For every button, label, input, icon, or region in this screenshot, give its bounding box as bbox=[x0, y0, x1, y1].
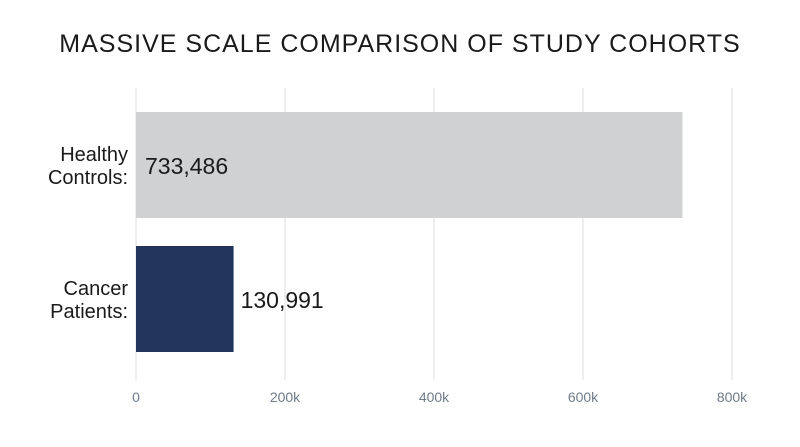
x-axis-ticks: 0 200k 400k 600k 800k bbox=[132, 389, 748, 405]
chart-title: MASSIVE SCALE COMPARISON OF STUDY COHORT… bbox=[59, 30, 741, 58]
data-label: 130,991 bbox=[241, 287, 324, 313]
x-tick-label: 800k bbox=[717, 389, 748, 405]
bar bbox=[136, 112, 683, 218]
data-labels: 733,486 130,991 bbox=[145, 153, 324, 313]
category-label: Controls: bbox=[48, 167, 128, 189]
x-tick-label: 200k bbox=[270, 389, 301, 405]
category-label: Patients: bbox=[50, 301, 128, 323]
data-label: 733,486 bbox=[145, 153, 228, 179]
bars bbox=[136, 112, 683, 352]
x-tick-label: 600k bbox=[568, 389, 599, 405]
category-label: Healthy bbox=[60, 144, 128, 166]
x-tick-label: 0 bbox=[132, 389, 140, 405]
bar bbox=[136, 246, 234, 352]
category-label: Cancer bbox=[64, 278, 129, 300]
x-tick-label: 400k bbox=[419, 389, 450, 405]
